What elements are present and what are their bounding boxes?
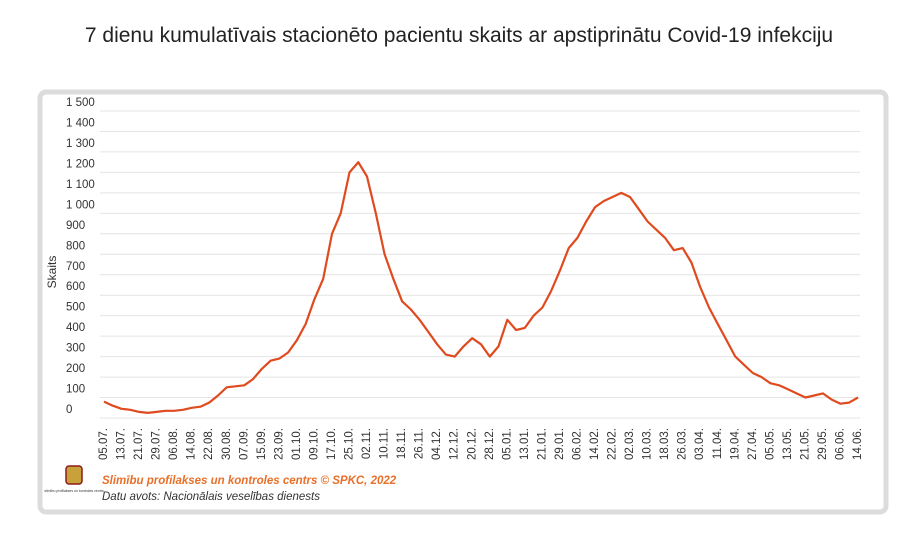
- x-tick-label: 10.11.: [379, 428, 391, 459]
- x-tick-label: 20.12.: [466, 428, 478, 460]
- x-tick-label: 23.09.: [273, 428, 285, 460]
- logo-shield: [65, 465, 83, 485]
- x-tick-label: 05.05.: [764, 428, 776, 460]
- x-tick-label: 29.05.: [817, 428, 829, 460]
- x-tick-label: 18.03.: [659, 428, 671, 460]
- logo-text: slimību profilakses un kontroles centrs: [44, 489, 104, 493]
- x-tick-label: 10.03.: [642, 428, 654, 460]
- x-tick-label: 13.05.: [782, 428, 794, 460]
- source-text: Slimību profilakses un kontroles centrs …: [102, 475, 397, 487]
- y-tick-label: 500: [66, 302, 85, 314]
- y-tick-label: 800: [66, 240, 85, 252]
- x-tick-label: 21.05.: [799, 428, 811, 460]
- y-tick-label: 1 000: [66, 199, 95, 211]
- x-tick-label: 25.10.: [344, 428, 356, 460]
- x-tick-label: 06.02.: [571, 428, 583, 460]
- logo: slimību profilakses un kontroles centrs: [44, 465, 104, 493]
- note-text: Datu avots: Nacionālais veselības dienes…: [102, 491, 320, 503]
- x-tick-label: 01.10.: [291, 428, 303, 460]
- y-tick-label: 600: [66, 281, 85, 293]
- x-tick-label: 30.08.: [221, 428, 233, 460]
- x-tick-label: 22.08.: [203, 428, 215, 460]
- x-tick-label: 07.09.: [238, 428, 250, 460]
- y-tick-label: 1 100: [66, 179, 95, 191]
- x-tick-label: 12.12.: [449, 428, 461, 460]
- x-tick-label: 03.04.: [694, 428, 706, 460]
- y-tick-label: 400: [66, 322, 85, 334]
- x-tick-label: 26.11.: [414, 428, 426, 459]
- x-tick-label: 02.03.: [624, 428, 636, 460]
- panel: [37, 89, 889, 515]
- x-tick-label: 09.10.: [308, 428, 320, 460]
- y-tick-label: 1 500: [66, 97, 95, 109]
- x-tick-label: 21.01.: [536, 428, 548, 460]
- x-tick-label: 11.04.: [712, 428, 724, 459]
- x-tick-label: 02.11.: [361, 428, 373, 459]
- x-tick-label: 13.01.: [519, 428, 531, 460]
- x-tick-label: 22.02.: [607, 428, 619, 460]
- x-tick-label: 26.03.: [677, 428, 689, 460]
- x-tick-label: 06.06.: [834, 428, 846, 460]
- y-tick-label: 0: [66, 404, 72, 416]
- y-tick-label: 700: [66, 261, 85, 273]
- x-tick-label: 29.07.: [151, 428, 163, 460]
- data-line: [103, 161, 859, 414]
- x-tick-label: 14.02.: [589, 428, 601, 460]
- x-tick-label: 13.07.: [116, 428, 128, 460]
- y-tick-label: 900: [66, 220, 85, 232]
- y-tick-label: 1 400: [66, 117, 95, 129]
- x-tick-label: 19.04.: [729, 428, 741, 460]
- x-tick-label: 05.07.: [98, 428, 110, 460]
- x-tick-label: 04.12.: [431, 428, 443, 460]
- x-tick-label: 14.08.: [186, 428, 198, 460]
- chart-title: 7 dienu kumulatīvais stacionēto pacientu…: [85, 24, 833, 47]
- x-tick-label: 14.06.: [852, 428, 864, 460]
- x-tick-label: 15.09.: [256, 428, 268, 460]
- y-tick-label: 200: [66, 363, 85, 375]
- x-tick-label: 27.04.: [747, 428, 759, 460]
- x-tick-label: 18.11.: [396, 428, 408, 459]
- y-tick-label: 1 200: [66, 158, 95, 170]
- x-tick-label: 17.10.: [326, 428, 338, 460]
- x-tick-label: 21.07.: [133, 428, 145, 460]
- x-tick-label: 29.01.: [554, 428, 566, 460]
- x-tick-label: 05.01.: [501, 428, 513, 460]
- y-tick-label: 100: [66, 384, 85, 396]
- x-tick-label: 06.08.: [168, 428, 180, 460]
- y-axis-label: Skaits: [45, 256, 59, 289]
- x-tick-label: 28.12.: [484, 428, 496, 460]
- y-tick-label: 1 300: [66, 138, 95, 150]
- y-tick-label: 300: [66, 343, 85, 355]
